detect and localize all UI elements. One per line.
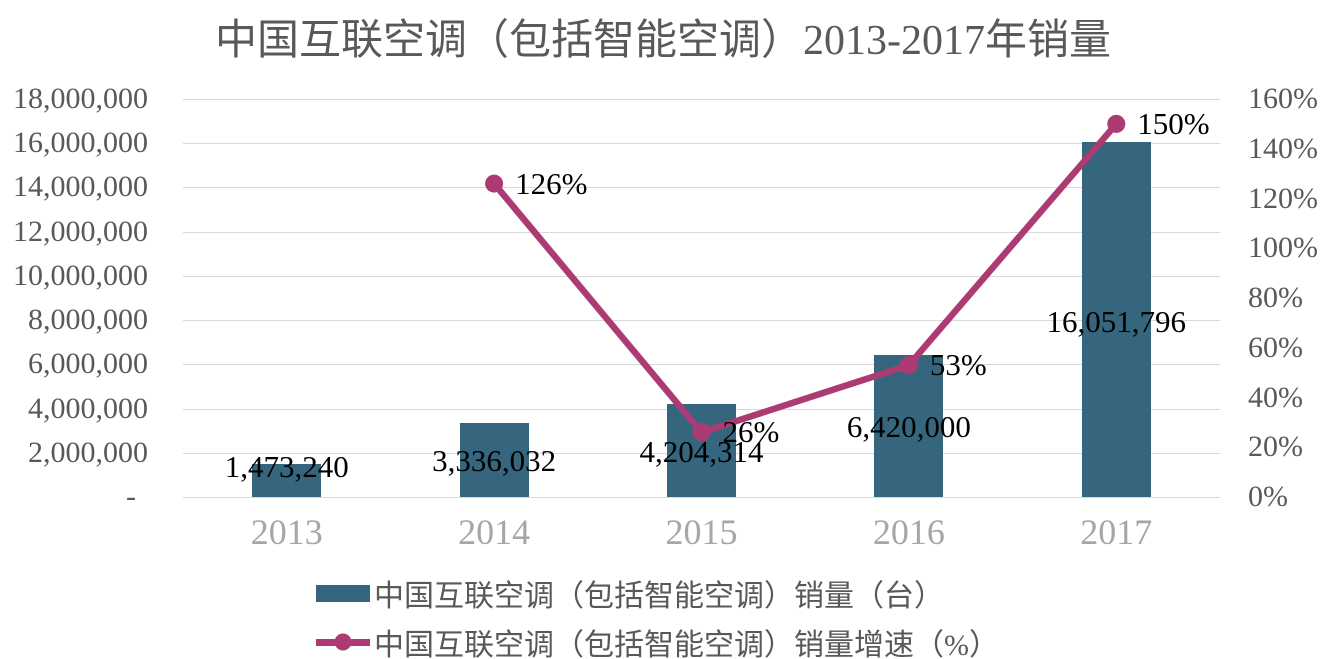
left-axis-tick-label: 14,000,000: [13, 170, 148, 204]
line-marker-icon: [485, 174, 504, 193]
legend-item-growth: 中国互联空调（包括智能空调）销量增速（%）: [316, 624, 999, 659]
right-axis-tick-label: 140%: [1248, 131, 1318, 165]
bar-value-label: 16,051,796: [1046, 304, 1187, 339]
line-value-label: 26%: [722, 414, 780, 450]
x-axis-tick-label: 2014: [458, 512, 531, 552]
right-axis-tick-label: 100%: [1248, 231, 1318, 265]
legend-item-sales: 中国互联空调（包括智能空调）销量（台）: [316, 575, 999, 613]
line-marker-icon: [1107, 114, 1126, 133]
line-value-label: 126%: [515, 165, 588, 201]
right-axis-tick-label: 80%: [1248, 281, 1303, 314]
right-axis-tick-label: 60%: [1248, 330, 1303, 364]
gridline: [183, 364, 1220, 366]
line-series-swatch: [316, 633, 370, 651]
left-axis-tick-label: -: [126, 480, 136, 513]
left-axis-tick-label: 4,000,000: [28, 391, 148, 425]
left-axis-tick-label: 18,000,000: [13, 82, 148, 115]
left-axis-tick-label: 16,000,000: [13, 126, 148, 160]
x-axis-tick-label: 2013: [250, 512, 323, 552]
line-value-label: 150%: [1137, 105, 1210, 141]
right-axis-tick-label: 20%: [1248, 430, 1303, 464]
bar-series-swatch: [316, 584, 370, 602]
legend-label-growth: 中国互联空调（包括智能空调）销量增速（%）: [374, 629, 999, 659]
gridline: [183, 99, 1220, 100]
legend-label-sales: 中国互联空调（包括智能空调）销量（台）: [374, 580, 944, 613]
gridline: [183, 143, 1220, 145]
bar-value-label: 3,336,032: [432, 443, 557, 478]
x-axis-tick-label: 2016: [872, 512, 945, 552]
bar-value-label: 4,204,314: [639, 434, 764, 469]
left-axis-tick-label: 10,000,000: [13, 258, 148, 292]
x-axis-tick-label: 2015: [665, 512, 738, 552]
right-axis-tick-label: 0%: [1248, 480, 1288, 513]
right-axis-tick-label: 40%: [1248, 380, 1303, 414]
left-axis-tick-label: 2,000,000: [28, 435, 148, 469]
growth-line: [491, 121, 1119, 436]
line-value-label: 53%: [929, 347, 987, 383]
gridline: [183, 187, 1220, 189]
line-series-marker-icon: [334, 633, 352, 651]
bar-2013: [252, 464, 322, 497]
left-axis-tick-label: 8,000,000: [28, 303, 148, 337]
bar-value-label: 1,473,240: [224, 449, 349, 484]
chart-title: 中国互联空调（包括智能空调）2013-2017年销量: [215, 18, 1111, 64]
left-axis-tick-label: 12,000,000: [13, 214, 148, 248]
gridline: [183, 275, 1220, 277]
left-axis-tick-label: 6,000,000: [28, 347, 148, 381]
bar-value-label: 6,420,000: [846, 409, 971, 444]
right-axis-tick-label: 160%: [1248, 82, 1318, 115]
gridline: [183, 231, 1220, 233]
x-axis-tick-label: 2017: [1080, 512, 1153, 552]
right-axis-tick-label: 120%: [1248, 181, 1318, 215]
gridline: [183, 497, 1220, 498]
legend: 中国互联空调（包括智能空调）销量（台） 中国互联空调（包括智能空调）销量增速（%…: [316, 575, 999, 659]
